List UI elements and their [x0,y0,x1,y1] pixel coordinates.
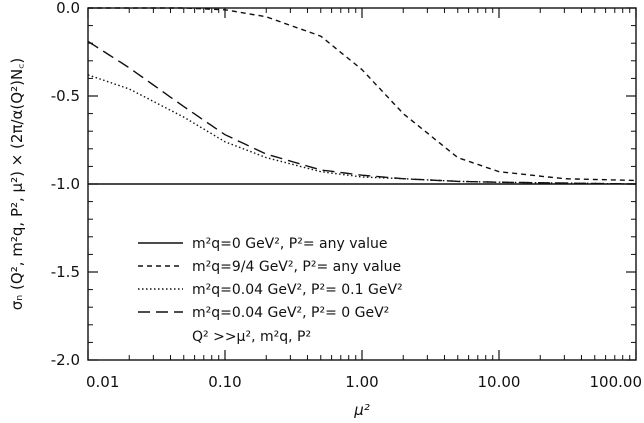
x-tick-label: 0.10 [208,373,241,391]
legend-label-3: m²q=0.04 GeV², P²= 0 GeV² [192,305,389,321]
y-axis-title: σₙ (Q², m²q, P², μ²) × (2π/α(Q²)N꜀) [8,58,26,310]
legend-label-0: m²q=0 GeV², P²= any value [192,236,387,252]
plot-lines [88,8,636,184]
y-tick-label: -1.0 [51,175,80,193]
x-axis: 0.01 0.10 1.00 10.00 100.00 [86,8,642,391]
x-tick-label: 1.00 [345,373,378,391]
y-tick-label: -1.5 [51,263,80,281]
y-tick-label: 0.0 [56,0,80,17]
series-line-1 [88,8,636,181]
x-tick-label: 0.01 [86,373,119,391]
y-tick-label: -2.0 [51,351,80,369]
series-line-3 [88,41,636,184]
x-axis-title: μ² [353,401,370,419]
x-tick-label: 100.00 [590,373,643,391]
legend-label-1: m²q=9/4 GeV², P²= any value [192,259,401,275]
legend-note: Q² >>μ², m²q, P² [192,329,311,345]
series-line-2 [88,75,636,184]
legend: m²q=0 GeV², P²= any value m²q=9/4 GeV², … [138,236,403,345]
x-tick-label: 10.00 [478,373,521,391]
y-tick-label: -0.5 [51,87,80,105]
legend-label-2: m²q=0.04 GeV², P²= 0.1 GeV² [192,282,403,298]
